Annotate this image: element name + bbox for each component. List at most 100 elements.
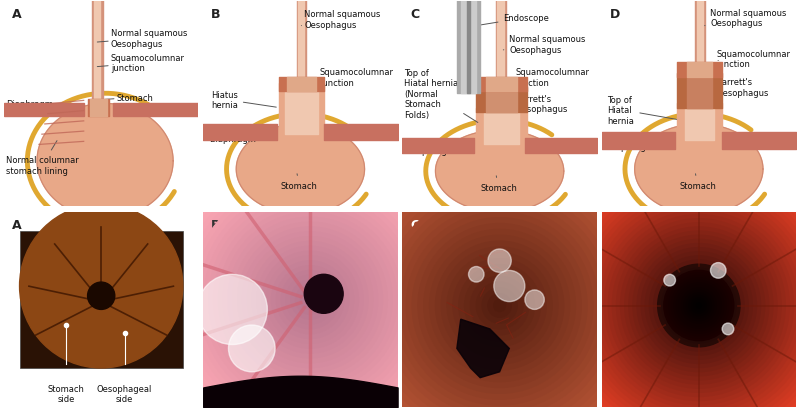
Circle shape (424, 230, 575, 382)
Circle shape (579, 186, 800, 409)
Text: Oesophageal
side: Oesophageal side (97, 384, 152, 403)
Circle shape (296, 285, 325, 315)
Polygon shape (634, 125, 763, 215)
Circle shape (180, 169, 440, 409)
Circle shape (185, 174, 435, 409)
Circle shape (262, 252, 358, 348)
Text: C: C (410, 8, 419, 21)
Circle shape (190, 179, 430, 409)
Circle shape (608, 215, 790, 396)
Circle shape (39, 225, 163, 348)
Circle shape (238, 227, 382, 373)
Circle shape (401, 207, 598, 405)
Text: Diaphragm: Diaphragm (209, 134, 256, 144)
Circle shape (669, 276, 729, 336)
Polygon shape (457, 319, 510, 378)
Circle shape (689, 296, 709, 316)
Circle shape (686, 293, 711, 318)
Polygon shape (37, 104, 173, 219)
Circle shape (694, 302, 703, 310)
Text: D: D (610, 8, 620, 21)
Circle shape (291, 281, 330, 319)
Circle shape (87, 282, 114, 310)
Circle shape (418, 224, 582, 387)
Text: Normal squamous
Oesophagus: Normal squamous Oesophagus (503, 35, 586, 55)
Text: Top of
Hiatal
hernia: Top of Hiatal hernia (607, 95, 677, 125)
Circle shape (679, 286, 719, 326)
Circle shape (612, 219, 786, 392)
Circle shape (62, 248, 140, 325)
Text: Squamocolumnar
junction: Squamocolumnar junction (511, 68, 589, 88)
Circle shape (23, 208, 179, 365)
Circle shape (575, 182, 800, 409)
Circle shape (596, 203, 800, 409)
Circle shape (281, 271, 339, 329)
Circle shape (678, 285, 719, 326)
Circle shape (99, 284, 103, 288)
Circle shape (691, 298, 706, 313)
Circle shape (199, 189, 421, 409)
Circle shape (684, 291, 714, 321)
Circle shape (406, 212, 593, 399)
Circle shape (666, 273, 732, 339)
Circle shape (170, 160, 450, 409)
Circle shape (247, 237, 373, 363)
Circle shape (676, 283, 722, 328)
Circle shape (204, 193, 416, 406)
Circle shape (600, 207, 798, 405)
Circle shape (670, 277, 728, 335)
Circle shape (66, 251, 136, 321)
Text: C: C (410, 218, 419, 231)
Circle shape (209, 198, 411, 401)
Circle shape (525, 290, 544, 310)
Text: Diaphragm: Diaphragm (6, 100, 53, 110)
Text: D: D (610, 218, 620, 231)
Circle shape (671, 278, 726, 333)
Circle shape (304, 274, 343, 314)
Circle shape (377, 183, 622, 409)
Circle shape (286, 276, 334, 324)
Circle shape (494, 271, 525, 302)
Text: Normal squamous
Oesophagus: Normal squamous Oesophagus (705, 9, 787, 28)
Circle shape (79, 264, 123, 308)
Circle shape (36, 221, 166, 351)
Circle shape (488, 294, 511, 317)
Circle shape (198, 274, 267, 345)
Circle shape (621, 227, 777, 384)
Circle shape (571, 178, 800, 409)
Circle shape (59, 245, 143, 328)
Circle shape (73, 258, 130, 315)
Circle shape (53, 238, 150, 335)
Text: A: A (12, 218, 22, 231)
Circle shape (629, 236, 769, 376)
Circle shape (476, 282, 523, 329)
Circle shape (233, 222, 387, 377)
Circle shape (430, 236, 570, 376)
Circle shape (633, 240, 765, 372)
Text: Stomach: Stomach (480, 176, 517, 193)
Circle shape (242, 232, 378, 368)
Circle shape (674, 281, 724, 331)
Text: Diaphragm: Diaphragm (408, 146, 455, 156)
Circle shape (682, 288, 716, 323)
Text: Barrett's
Oesophagus: Barrett's Oesophagus (710, 78, 769, 97)
Circle shape (694, 301, 704, 311)
Circle shape (592, 199, 800, 409)
Text: Hiatus
hernia: Hiatus hernia (211, 90, 276, 110)
Circle shape (252, 242, 368, 358)
Circle shape (70, 254, 133, 318)
Circle shape (394, 201, 605, 409)
Circle shape (470, 276, 529, 335)
Circle shape (76, 261, 126, 312)
Circle shape (266, 256, 354, 344)
Circle shape (86, 271, 117, 301)
Circle shape (214, 203, 406, 397)
Text: B: B (211, 8, 221, 21)
Circle shape (458, 265, 541, 347)
Text: Normal columnar
stomach lining: Normal columnar stomach lining (6, 142, 78, 175)
Text: Barrett's
Oesophagus: Barrett's Oesophagus (511, 94, 567, 114)
Circle shape (686, 293, 711, 318)
Text: Stomach
side: Stomach side (48, 384, 85, 403)
Circle shape (56, 241, 146, 331)
Circle shape (682, 289, 715, 322)
